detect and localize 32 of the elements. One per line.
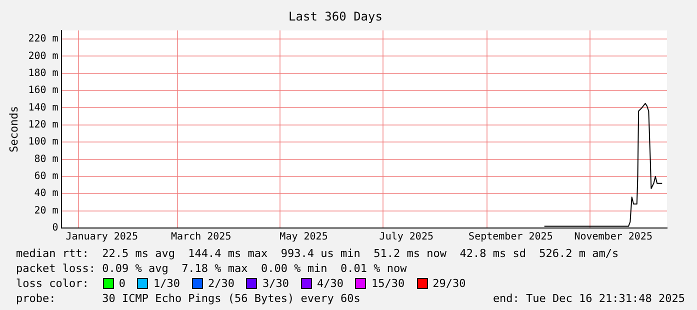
y-tick-label: 80 m bbox=[34, 154, 58, 165]
x-tick-label: January 2025 bbox=[66, 232, 138, 243]
text: 0 bbox=[118, 276, 126, 291]
y-axis-title: Seconds bbox=[7, 106, 20, 152]
chart-title: Last 360 Days bbox=[288, 9, 382, 24]
text: median rtt: 22.5 ms avg 144.4 ms max 993.4 us min 51.2 ms now 42.8 ms sd 526.2 m am/s bbox=[16, 246, 620, 261]
y-tick-label: 160 m bbox=[28, 85, 58, 96]
y-tick-label: 0 bbox=[52, 222, 58, 234]
x-tick-label: March 2025 bbox=[171, 232, 232, 243]
y-tick-label: 220 m bbox=[28, 34, 58, 45]
y-tick-label: 20 m bbox=[34, 205, 58, 216]
y-tick-label: 200 m bbox=[28, 50, 58, 62]
text: end: Tue Dec 16 21:31:48 2025 bbox=[492, 291, 685, 306]
text: 29/30 bbox=[432, 276, 466, 291]
y-tick-label: 100 m bbox=[28, 136, 58, 148]
text: 4/30 bbox=[316, 276, 344, 291]
text: probe: 30 ICMP Echo Pings (56 Bytes) every 60s bbox=[16, 291, 360, 306]
text: 15/30 bbox=[371, 276, 405, 291]
x-tick-label: July 2025 bbox=[379, 232, 434, 243]
text: 1/30 bbox=[153, 276, 180, 291]
y-tick-label: 140 m bbox=[28, 102, 58, 114]
y-tick-label: 180 m bbox=[28, 68, 58, 79]
text: 3/30 bbox=[262, 276, 289, 291]
text: 2/30 bbox=[208, 276, 234, 291]
y-tick-label: 60 m bbox=[34, 171, 58, 182]
y-tick-label: 120 m bbox=[28, 120, 58, 130]
text: packet loss: 0.09 % avg 7.18 % max 0.00 % min 0.01 % now bbox=[16, 261, 408, 276]
y-tick-label: 40 m bbox=[34, 188, 58, 200]
x-tick-label: September 2025 bbox=[468, 232, 553, 243]
x-tick-label: May 2025 bbox=[280, 232, 328, 243]
x-tick-label: November 2025 bbox=[574, 232, 652, 243]
text: loss color: bbox=[16, 276, 89, 291]
